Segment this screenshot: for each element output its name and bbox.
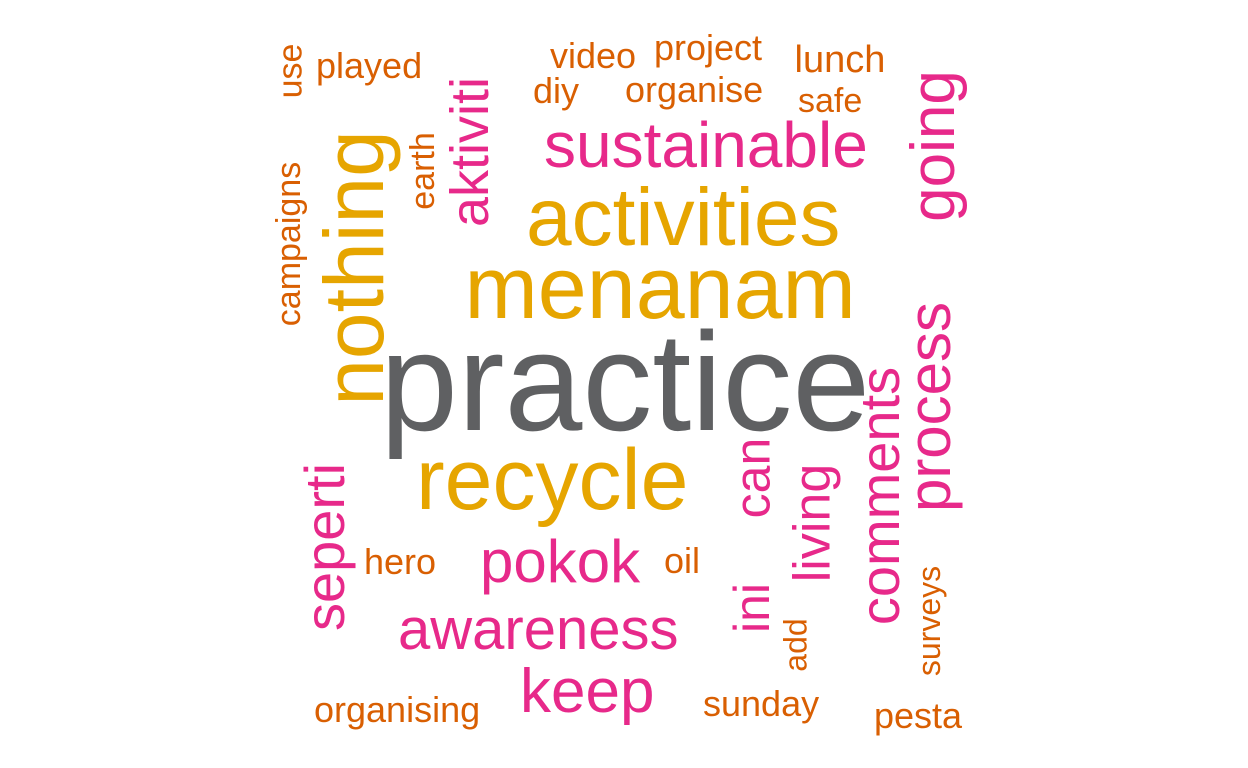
- word-safe: safe: [798, 82, 863, 120]
- word-activities: activities: [526, 172, 841, 263]
- word-earth: earth: [403, 132, 442, 210]
- word-played: played: [316, 45, 423, 86]
- word-going: going: [898, 70, 968, 222]
- word-recycle: recycle: [416, 432, 689, 528]
- word-oil: oil: [664, 540, 701, 581]
- word-can: can: [723, 437, 780, 519]
- word-sustainable: sustainable: [544, 109, 868, 181]
- word-seperti: seperti: [293, 462, 357, 632]
- word-campaigns: campaigns: [270, 161, 309, 327]
- word-lunch: lunch: [794, 39, 886, 81]
- word-sunday: sunday: [703, 683, 820, 724]
- word-ini: ini: [724, 582, 781, 634]
- word-video: video: [550, 35, 637, 76]
- word-living: living: [782, 463, 841, 583]
- word-menanam: menanam: [464, 238, 856, 337]
- word-aktiviti: aktiviti: [440, 76, 501, 228]
- word-use: use: [270, 43, 309, 99]
- word-surveys: surveys: [911, 565, 948, 677]
- word-keep: keep: [520, 657, 655, 726]
- word-comments: comments: [848, 366, 912, 626]
- word-awareness: awareness: [398, 597, 679, 662]
- word-organise: organise: [625, 69, 764, 110]
- word-nothing: nothing: [306, 130, 401, 406]
- word-hero: hero: [364, 541, 437, 582]
- word-pokok: pokok: [480, 528, 641, 595]
- word-organising: organising: [314, 689, 481, 730]
- word-practice: practice: [380, 303, 871, 460]
- word-add: add: [777, 618, 814, 672]
- word-pesta: pesta: [874, 695, 963, 736]
- word-project: project: [654, 27, 763, 68]
- word-diy: diy: [533, 70, 580, 111]
